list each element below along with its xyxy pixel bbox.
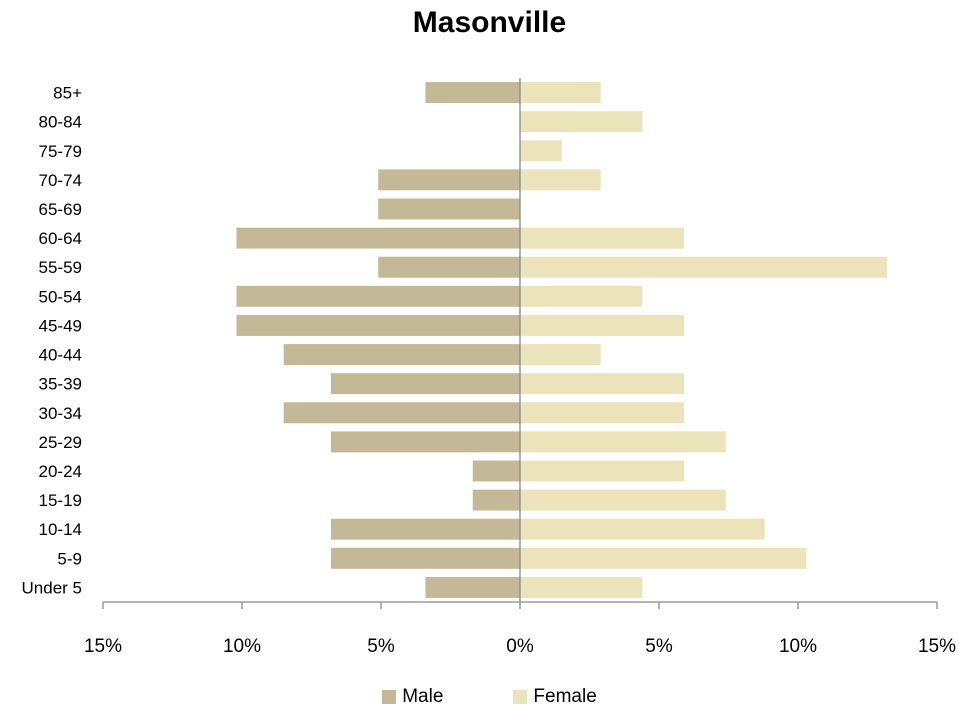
y-tick-label-70-74: 70-74: [39, 171, 82, 190]
axes-group: 15% 10% 5% 0% 5% 10% 15%: [84, 78, 956, 657]
bar-female-55-59: [520, 256, 887, 278]
bar-female-35-39: [520, 373, 685, 395]
y-tick-label-5-9: 5-9: [57, 549, 82, 568]
legend-label-female: Female: [533, 686, 597, 707]
bar-male-35-39: [330, 373, 520, 395]
y-tick-label-25-29: 25-29: [39, 433, 82, 452]
bar-male-70-74: [378, 169, 520, 191]
y-tick-label-40-44: 40-44: [39, 346, 82, 365]
bar-female-80-84: [520, 111, 643, 133]
bar-male-under-5: [425, 576, 520, 598]
y-tick-label-35-39: 35-39: [39, 375, 82, 394]
x-tick-label: 15%: [84, 636, 122, 657]
legend-item-female: Female: [513, 686, 597, 708]
y-tick-label-80-84: 80-84: [39, 113, 82, 132]
y-tick-label-45-49: 45-49: [39, 316, 82, 335]
legend-item-male: Male: [382, 686, 443, 708]
y-axis-labels: Under 5 5-9 10-14 15-19 20-24 25-29 30-34 35-39…: [22, 84, 83, 598]
bar-male-65-69: [378, 198, 520, 220]
bar-female-50-54: [520, 285, 643, 307]
bar-male-15-19: [472, 489, 520, 511]
x-tick-label: 5%: [645, 636, 673, 657]
bar-female-5-9: [520, 547, 807, 569]
bar-female-45-49: [520, 314, 685, 336]
bar-female-15-19: [520, 489, 726, 511]
x-tick-label: 10%: [223, 636, 261, 657]
y-tick-label-75-79: 75-79: [39, 142, 82, 161]
bar-female-85-: [520, 82, 601, 104]
chart-title: Masonville: [412, 6, 567, 39]
y-tick-label-15-19: 15-19: [39, 491, 82, 510]
bar-male-50-54: [236, 285, 520, 307]
bar-female-10-14: [520, 518, 765, 540]
legend-swatch-female: [513, 690, 528, 704]
bar-male-85-: [425, 82, 520, 104]
x-tick-label: 10%: [779, 636, 817, 657]
y-tick-label-55-59: 55-59: [39, 258, 82, 277]
bar-female-under-5: [520, 576, 643, 598]
y-tick-label-10-14: 10-14: [39, 520, 82, 539]
bar-female-40-44: [520, 344, 601, 366]
legend-label-male: Male: [402, 686, 444, 707]
bar-male-45-49: [236, 314, 520, 336]
y-tick-label-50-54: 50-54: [39, 287, 82, 306]
bar-male-20-24: [472, 460, 520, 482]
bar-female-25-29: [520, 431, 726, 453]
bar-male-25-29: [330, 431, 520, 453]
bar-female-30-34: [520, 402, 685, 424]
bar-male-55-59: [378, 256, 520, 278]
bar-female-70-74: [520, 169, 601, 191]
x-tick-label: 5%: [367, 636, 395, 657]
bar-female-60-64: [520, 227, 685, 249]
y-tick-label-under-5: Under 5: [22, 578, 82, 597]
y-tick-label-20-24: 20-24: [39, 462, 82, 481]
legend: Male Female: [0, 686, 979, 708]
y-tick-label-85-: 85+: [53, 84, 82, 103]
bar-female-20-24: [520, 460, 685, 482]
bar-male-30-34: [283, 402, 520, 424]
y-tick-label-30-34: 30-34: [39, 404, 82, 423]
x-tick-label: 15%: [918, 636, 956, 657]
y-tick-label-65-69: 65-69: [39, 200, 82, 219]
bar-female-75-79: [520, 140, 562, 162]
y-tick-label-60-64: 60-64: [39, 229, 82, 248]
x-tick-label: 0%: [506, 636, 534, 657]
bars-group: [236, 82, 887, 598]
bar-male-40-44: [283, 344, 520, 366]
bar-male-60-64: [236, 227, 520, 249]
legend-swatch-male: [382, 690, 397, 704]
bar-male-5-9: [330, 547, 520, 569]
bar-male-10-14: [330, 518, 520, 540]
